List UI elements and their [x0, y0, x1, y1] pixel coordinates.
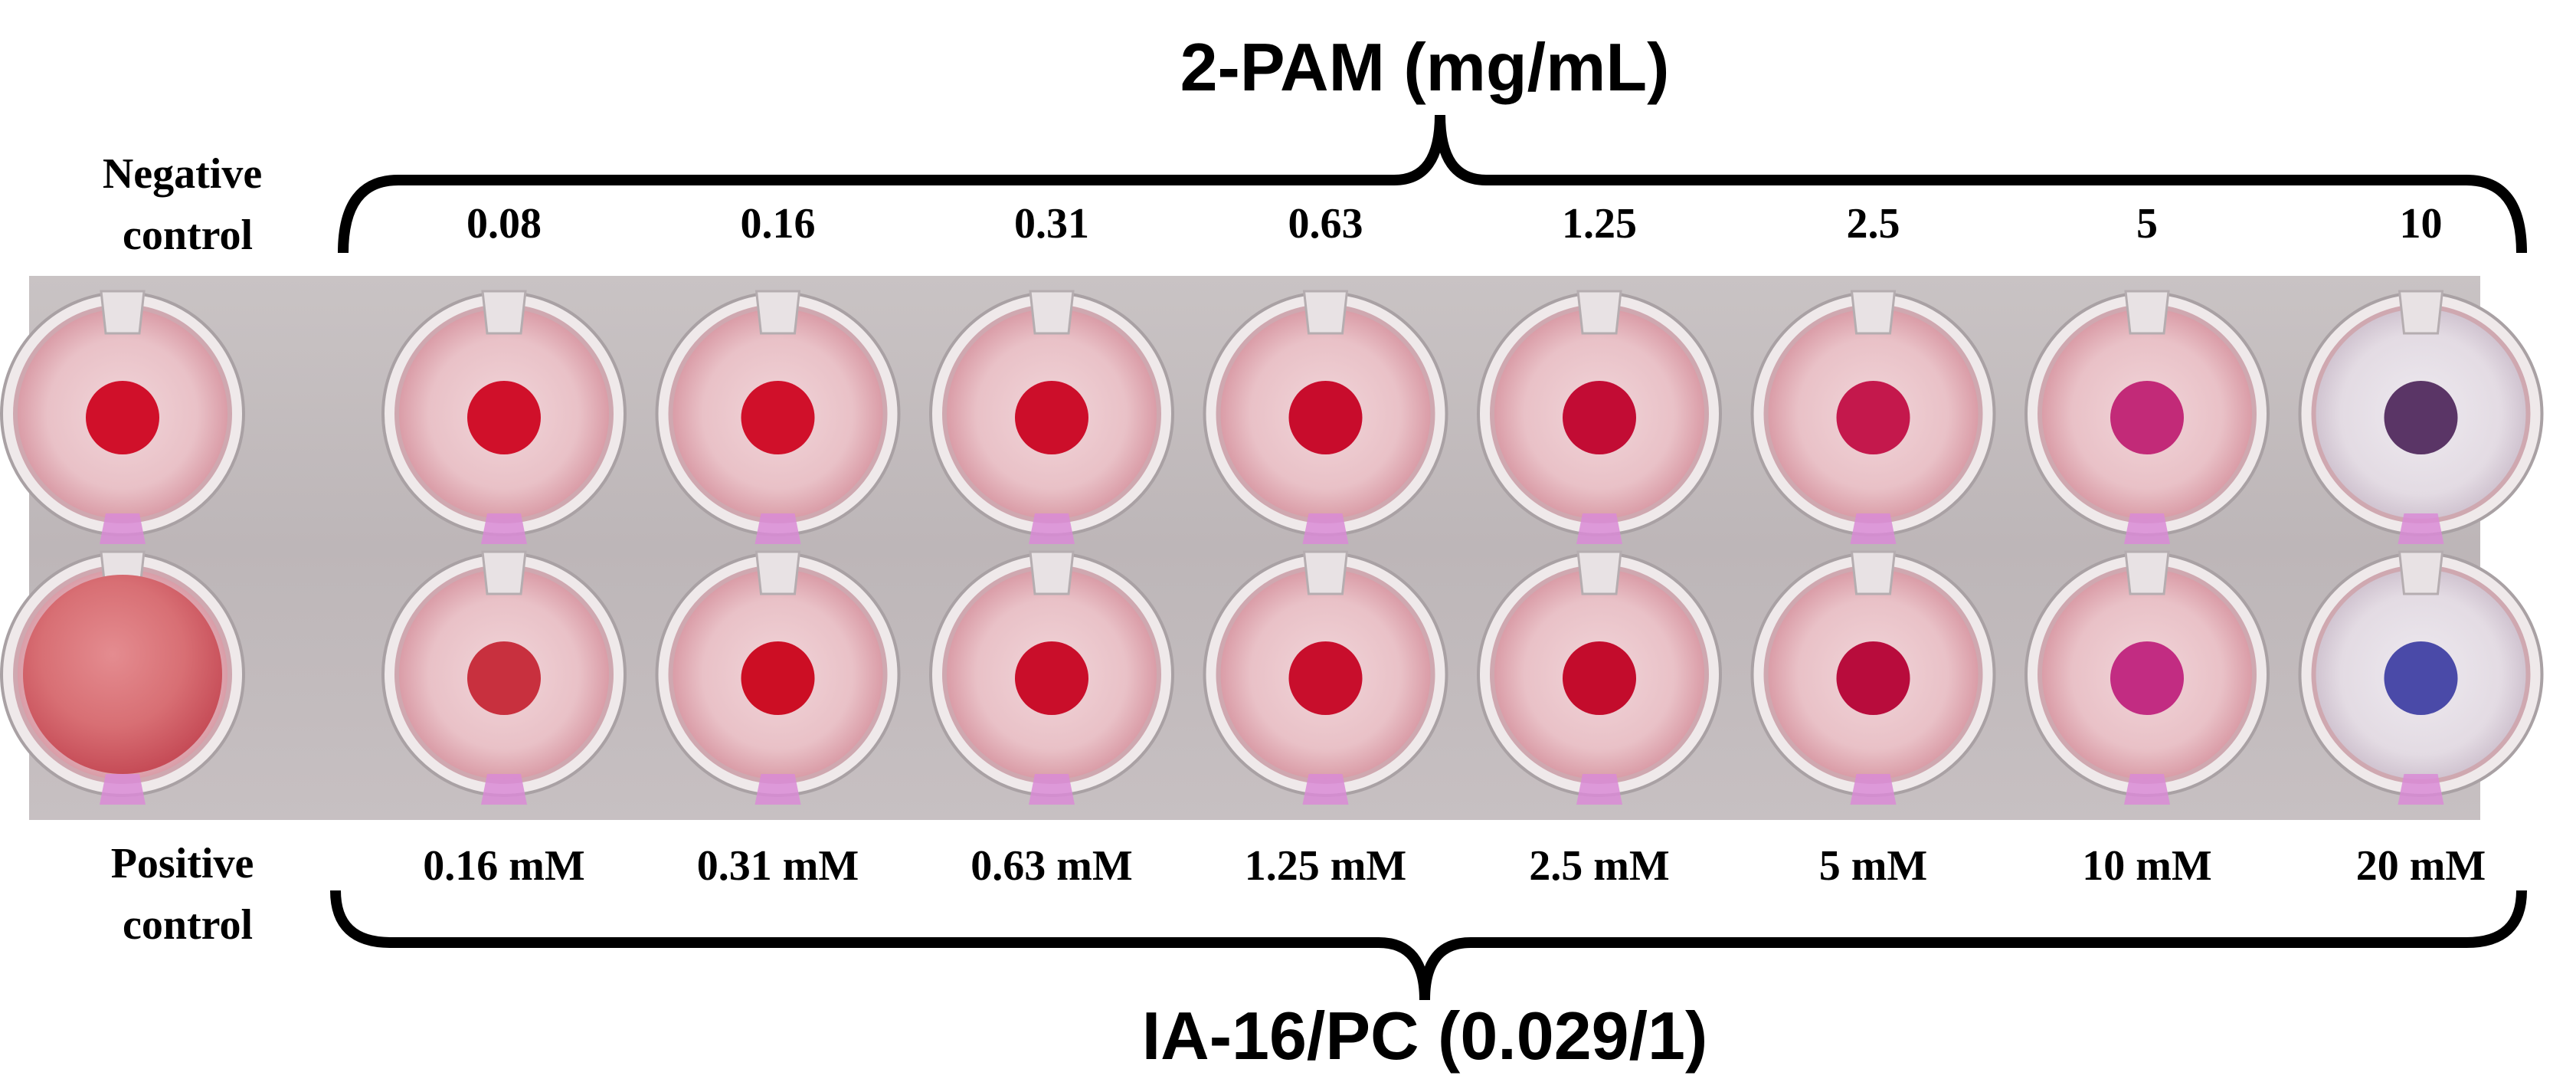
bottom-concentration-label: 5 mM	[1819, 842, 1928, 890]
bottom-title: IA-16/PC (0.029/1)	[1142, 998, 1708, 1074]
bottom-concentration-label: 10 mM	[2082, 842, 2212, 890]
negative-control-label: Negative control	[103, 150, 273, 259]
top-concentration-label: 0.63	[1288, 200, 1363, 248]
well-notch	[754, 290, 801, 335]
well-tab	[2398, 513, 2444, 544]
bottom-row-dot	[741, 641, 815, 715]
well-notch	[754, 550, 801, 595]
bottom-row-dot	[2110, 641, 2184, 715]
top-row-dot	[1836, 381, 1910, 454]
positive-control-diffuse-well	[23, 575, 222, 774]
well-notch	[481, 290, 527, 335]
top-row-dot	[467, 381, 541, 454]
well-tab	[2124, 774, 2170, 805]
well-tab	[1576, 513, 1622, 544]
negative-control-line2: control	[123, 212, 253, 259]
bottom-concentration-label: 1.25 mM	[1245, 842, 1407, 890]
well-tab	[754, 513, 801, 544]
top-brace	[338, 114, 2527, 254]
negative-control-line1: Negative	[103, 150, 262, 198]
well-tab	[1302, 513, 1349, 544]
top-row-dot	[86, 381, 159, 454]
well-notch	[1302, 290, 1349, 335]
bottom-row-dot	[2384, 641, 2458, 715]
top-concentration-label: 10	[2400, 200, 2443, 248]
bottom-concentration-label: 0.31 mM	[697, 842, 859, 890]
top-concentration-label: 2.5	[1847, 200, 1900, 248]
top-row-dot	[2384, 381, 2458, 454]
bottom-brace	[330, 890, 2527, 1001]
well-tab	[1850, 513, 1897, 544]
well-notch	[1576, 290, 1622, 335]
bottom-concentration-label: 20 mM	[2356, 842, 2486, 890]
well-notch	[1302, 550, 1349, 595]
well-tab	[2124, 513, 2170, 544]
bottom-row-dot	[467, 641, 541, 715]
bottom-concentration-label: 2.5 mM	[1529, 842, 1670, 890]
well-notch	[2398, 550, 2444, 595]
well-notch	[2124, 290, 2170, 335]
top-title: 2-PAM (mg/mL)	[1180, 29, 1670, 105]
wells-group	[0, 290, 2544, 805]
positive-control-line1: Positive	[111, 840, 254, 887]
bottom-concentration-label: 0.63 mM	[971, 842, 1133, 890]
well-tab	[100, 513, 146, 544]
top-row-dot	[1015, 381, 1088, 454]
well-tab	[481, 513, 527, 544]
well-notch	[1850, 290, 1897, 335]
well-notch	[481, 550, 527, 595]
well-tab	[2398, 774, 2444, 805]
positive-control-label: Positive control	[111, 840, 265, 949]
bottom-row-dot	[1015, 641, 1088, 715]
top-row-dot	[741, 381, 815, 454]
well-tab	[481, 774, 527, 805]
well-tab	[754, 774, 801, 805]
top-concentration-label: 0.31	[1014, 200, 1089, 248]
well-tab	[1302, 774, 1349, 805]
well-tab	[1850, 774, 1897, 805]
bottom-concentration-label: 0.16 mM	[423, 842, 585, 890]
top-concentration-label: 1.25	[1562, 200, 1637, 248]
top-row-dot	[1563, 381, 1636, 454]
top-row-dot	[1288, 381, 1363, 454]
well-tab	[1029, 774, 1075, 805]
positive-control-line2: control	[123, 901, 253, 949]
well-notch	[2398, 290, 2444, 335]
top-concentration-labels: 0.08 0.16 0.31 0.63 1.25 2.5 5 10	[466, 200, 2443, 248]
well-tab	[100, 774, 146, 805]
bottom-row-dot	[1836, 641, 1910, 715]
well-notch	[1850, 550, 1897, 595]
well-notch	[2124, 550, 2170, 595]
bottom-row-dot	[1563, 641, 1636, 715]
well-notch	[100, 290, 146, 335]
top-row-dot	[2110, 381, 2184, 454]
bottom-row-dot	[1288, 641, 1363, 715]
top-concentration-label: 5	[2136, 200, 2158, 248]
well-notch	[1029, 550, 1075, 595]
well-tab	[1576, 774, 1622, 805]
top-concentration-label: 0.08	[466, 200, 542, 248]
top-concentration-label: 0.16	[741, 200, 816, 248]
bottom-concentration-labels: 0.16 mM 0.31 mM 0.63 mM 1.25 mM 2.5 mM 5 mM 10…	[423, 842, 2486, 890]
well-notch	[1029, 290, 1075, 335]
well-tab	[1029, 513, 1075, 544]
well-notch	[1576, 550, 1622, 595]
